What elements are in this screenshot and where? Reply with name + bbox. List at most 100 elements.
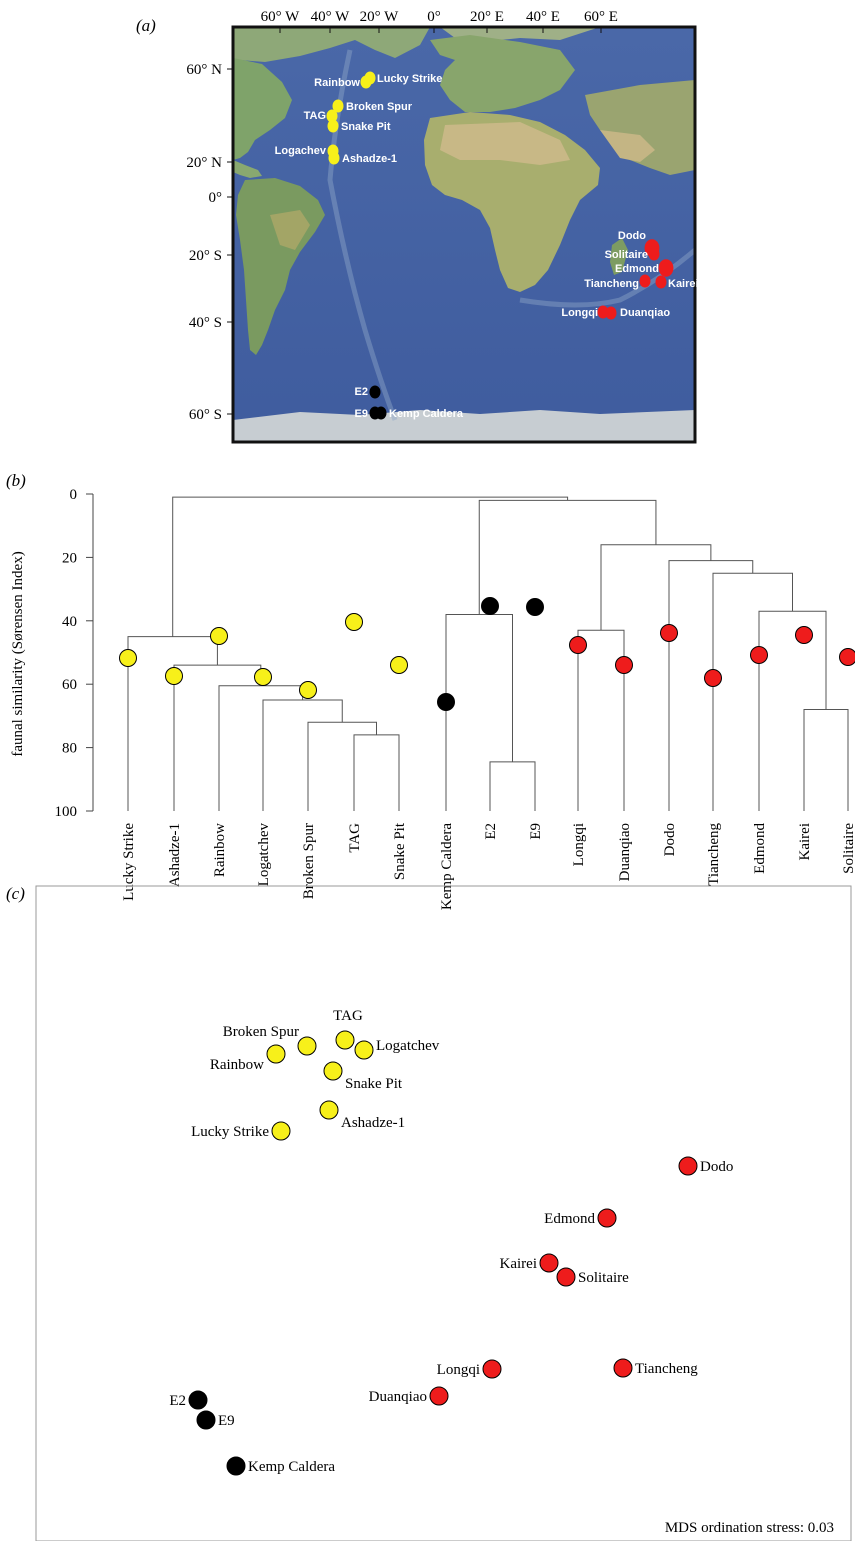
map-site-marker-broken-spur [332,99,344,113]
map-site-label-duanqiao: Duanqiao [620,307,670,319]
dendrogram-leaf-marker-broken-spur [299,681,317,699]
map-site-marker-e2 [369,385,381,399]
mds-point-logatchev [354,1040,374,1060]
dendrogram-y-tick-label: 100 [55,804,78,820]
mds-point-duanqiao [429,1386,449,1406]
map-site-marker-lucky-strike [364,71,376,85]
dendrogram-y-tick-label: 0 [70,487,78,503]
dendrogram-leaf-marker-edmond [750,646,768,664]
dendrogram-y-tick-label: 20 [62,550,77,566]
map-site-marker-kairei [655,275,667,289]
mds-point-kemp-caldera [226,1456,246,1476]
mds-label-edmond: Edmond [544,1211,595,1227]
mds-point-edmond [597,1208,617,1228]
mds-label-tiancheng: Tiancheng [635,1361,698,1377]
map-site-marker-kemp-caldera [375,406,387,420]
mds-label-e2: E2 [169,1393,186,1409]
map-site-label-longqi: Longqi [561,307,598,319]
map-site-label-kemp-caldera: Kemp Caldera [389,408,464,420]
dendrogram-leaf-label-longqi: Longqi [571,823,587,866]
longitude-label: 40° W [311,9,350,25]
latitude-label: 40° S [189,315,222,331]
map-site-label-snake-pit: Snake Pit [341,121,391,133]
map-site-label-kairei: Kairei [668,278,699,290]
longitude-label: 20° W [360,9,399,25]
longitude-label: 40° E [526,9,560,25]
dendrogram-leaf-marker-dodo [660,624,678,642]
map-site-label-tiancheng: Tiancheng [584,278,639,290]
dendrogram-y-tick-label: 40 [62,614,77,630]
dendrogram-leaf-label-dodo: Dodo [662,823,678,856]
map-site-marker-longqi [597,305,609,319]
longitude-label: 60° W [261,9,300,25]
panel-a-label: (a) [136,16,156,35]
mds-point-longqi [482,1359,502,1379]
dendrogram-y-tick-label: 60 [62,677,77,693]
dendrogram-branch [172,496,569,637]
mds-point-rainbow [266,1044,286,1064]
map-site-label-solitaire: Solitaire [605,249,648,261]
dendrogram-leaf-label-broken-spur: Broken Spur [301,823,317,899]
mds-label-tag: TAG [333,1008,363,1024]
dendrogram-leaf-label-edmond: Edmond [752,823,768,874]
latitude-label: 20° N [186,155,222,171]
dendrogram-leaf-marker-longqi [569,636,587,654]
dendrogram-leaf-marker-e9 [526,598,544,616]
dendrogram-leaf-marker-solitaire [839,648,855,666]
dendrogram-y-tick-label: 80 [62,741,77,757]
dendrogram-leaf-label-lucky-strike: Lucky Strike [121,823,137,901]
mds-point-kairei [539,1253,559,1273]
dendrogram-leaf-marker-lucky-strike [119,649,137,667]
mds-label-lucky-strike: Lucky Strike [191,1124,269,1140]
mds-label-ashadze-1: Ashadze-1 [341,1115,405,1131]
mds-label-kairei: Kairei [500,1256,537,1272]
latitude-label: 60° S [189,407,222,423]
mds-label-broken-spur: Broken Spur [223,1024,299,1040]
latitude-label: 20° S [189,248,222,264]
map-site-label-e9: E9 [355,408,368,420]
dendrogram-leaf-label-duanqiao: Duanqiao [617,823,633,881]
dendrogram-leaf-label-rainbow: Rainbow [212,823,228,877]
map-site-label-lucky-strike: Lucky Strike [377,73,442,85]
panel-c-label: (c) [6,884,25,903]
mds-point-solitaire [556,1267,576,1287]
mds-label-e9: E9 [218,1413,235,1429]
dendrogram-leaf-label-e2: E2 [483,823,499,840]
dendrogram-leaf-label-tiancheng: Tiancheng [706,823,722,886]
mds-point-lucky-strike [271,1121,291,1141]
mds-label-snake-pit: Snake Pit [345,1076,403,1092]
dendrogram-y-axis-label: faunal similarity (Sørensen Index) [10,551,26,756]
dendrogram-leaf-label-kemp-caldera: Kemp Caldera [439,823,455,910]
dendrogram-leaf-label-kairei: Kairei [797,823,813,860]
mds-label-kemp-caldera: Kemp Caldera [248,1459,335,1475]
map-site-marker-tag [326,109,338,123]
dendrogram-leaf-label-ashadze-1: Ashadze-1 [167,823,183,887]
map-site-marker-snake-pit [327,119,339,133]
dendrogram-leaf-label-logatchev: Logatchev [256,823,272,887]
map-site-label-edmond: Edmond [615,263,659,275]
map-site-label-e2: E2 [355,386,368,398]
dendrogram-leaf-marker-ashadze-1 [165,667,183,685]
map-site-label-tag: TAG [304,110,326,122]
latitude-label: 0° [209,190,223,206]
dendrogram-leaf-label-snake-pit: Snake Pit [392,822,408,880]
hydrothermal-vent-map: 60° W 40° W 20° W 0° 20° E 40° E 60° E 60° N 20… [186,9,699,444]
mds-point-tiancheng [613,1358,633,1378]
dendrogram-leaf-marker-snake-pit [390,656,408,674]
mds-plot-frame [35,885,852,1541]
mds-label-duanqiao: Duanqiao [369,1389,427,1405]
mds-point-tag [335,1030,355,1050]
mds-point-ashadze-1 [319,1100,339,1120]
mds-stress-annotation: MDS ordination stress: 0.03 [665,1520,834,1536]
mds-label-dodo: Dodo [700,1159,733,1175]
mds-point-broken-spur [297,1036,317,1056]
mds-label-longqi: Longqi [437,1362,480,1378]
latitude-label: 60° N [186,62,222,78]
panel-b-label: (b) [6,471,26,490]
dendrogram-leaf-marker-kemp-caldera [437,693,455,711]
map-site-marker-ashadze-1 [328,151,340,165]
map-site-label-rainbow: Rainbow [314,77,360,89]
longitude-label: 60° E [584,9,618,25]
dendrogram-leaf-label-solitaire: Solitaire [841,823,855,874]
map-site-marker-edmond [658,259,674,277]
